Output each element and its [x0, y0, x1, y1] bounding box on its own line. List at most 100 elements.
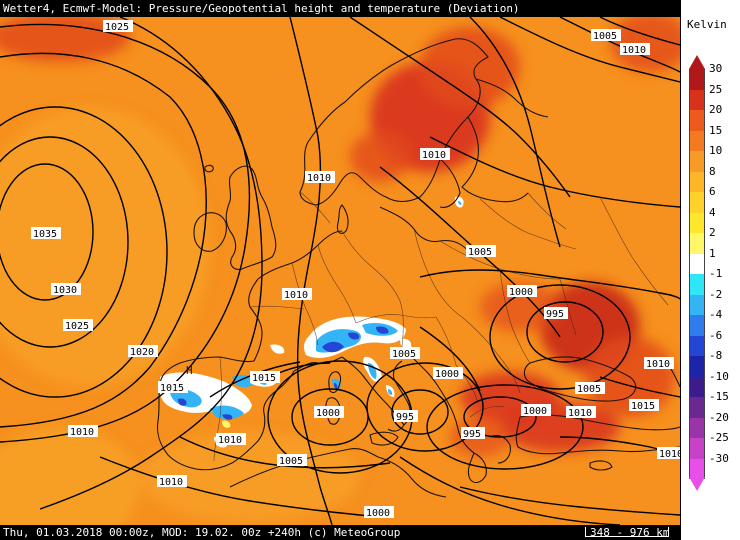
legend-label: -4 — [709, 308, 723, 321]
legend-swatch — [689, 192, 705, 213]
svg-text:1005: 1005 — [468, 247, 492, 258]
legend-swatch — [689, 397, 705, 418]
legend-label: 10 — [709, 144, 723, 157]
coastlines — [156, 38, 680, 498]
legend-swatch — [689, 315, 705, 336]
svg-text:1010: 1010 — [646, 359, 670, 370]
svg-text:1010: 1010 — [622, 45, 646, 56]
legend-unit-label: Kelvin — [687, 18, 727, 31]
isobar-label: 1015 — [250, 371, 280, 384]
isobar-label: 1010 — [68, 425, 98, 438]
svg-text:1025: 1025 — [65, 321, 89, 332]
legend-arrow-up-icon — [689, 55, 705, 69]
legend-swatch — [689, 294, 705, 315]
svg-text:1015: 1015 — [631, 401, 655, 412]
svg-text:1000: 1000 — [435, 369, 459, 380]
legend-swatch — [689, 356, 705, 377]
svg-text:995: 995 — [396, 412, 414, 423]
legend-label: 2 — [709, 226, 716, 239]
legend-swatch — [689, 417, 705, 438]
svg-text:1010: 1010 — [70, 427, 94, 438]
svg-text:1010: 1010 — [159, 477, 183, 488]
isobar-label: 1010 — [305, 171, 335, 184]
isobar-label: 1005 — [466, 245, 496, 258]
pressure-center-marker: H — [186, 364, 193, 377]
legend-swatch — [689, 212, 705, 233]
svg-text:1010: 1010 — [422, 150, 446, 161]
svg-text:995: 995 — [463, 429, 481, 440]
isobar-label: 1010 — [282, 288, 312, 301]
isobar-label: 1010 — [566, 406, 596, 419]
legend-swatch — [689, 438, 705, 459]
legend-label: -30 — [709, 451, 729, 465]
isobar-label: 1035 — [31, 227, 61, 240]
isobar-label: 995 — [394, 410, 418, 423]
svg-text:1005: 1005 — [279, 456, 303, 467]
isobar-label: 1010 — [644, 357, 674, 370]
svg-text:1000: 1000 — [523, 406, 547, 417]
legend-label: 20 — [709, 103, 723, 116]
legend-swatch — [689, 69, 705, 90]
legend-label: 4 — [709, 205, 716, 219]
svg-text:1005: 1005 — [392, 349, 416, 360]
run-info: Thu, 01.03.2018 00:00z, MOD: 19.02. 00z … — [3, 526, 401, 539]
footer-bar: Thu, 01.03.2018 00:00z, MOD: 19.02. 00z … — [0, 525, 680, 540]
isobar-label: 1010 — [216, 433, 246, 446]
svg-text:1025: 1025 — [105, 22, 129, 33]
isobar-label: 1015 — [158, 381, 188, 394]
color-legend: Kelvin 30 25 20 15 10 8 6 4 2 1 -1 -2 -4 -6 -8 -10 -15 -2… — [680, 0, 740, 540]
isobar-label: 1020 — [128, 345, 158, 358]
legend-label: -8 — [709, 349, 723, 362]
legend-label: -6 — [709, 328, 723, 342]
legend-swatch — [689, 376, 705, 397]
legend-label: -10 — [709, 369, 729, 383]
legend-label: 6 — [709, 185, 716, 198]
legend-label: 30 — [709, 62, 723, 75]
svg-text:1010: 1010 — [307, 173, 331, 184]
svg-text:1015: 1015 — [252, 373, 276, 384]
svg-text:1000: 1000 — [366, 508, 390, 519]
legend-labels: 30 25 20 15 10 8 6 4 2 1 -1 -2 -4 -6 -8 -10 -15 -20 -25 -30 — [709, 62, 740, 479]
isobar-label: 1010 — [157, 475, 187, 488]
isobar-label: 1025 — [103, 20, 133, 33]
isobar-label: 1005 — [390, 347, 420, 360]
svg-text:995: 995 — [546, 309, 564, 320]
legend-arrow-down-icon — [689, 477, 705, 491]
svg-text:1030: 1030 — [53, 285, 77, 296]
legend-label: -20 — [709, 410, 729, 424]
legend-label: -1 — [709, 267, 723, 280]
isobar-label: 1010 — [620, 43, 650, 56]
svg-text:1015: 1015 — [160, 383, 184, 394]
svg-text:1000: 1000 — [509, 287, 533, 298]
cold-anomaly-alps — [270, 196, 464, 397]
legend-swatch — [689, 171, 705, 192]
svg-text:1005: 1005 — [593, 31, 617, 42]
legend-label: 15 — [709, 123, 723, 137]
isobar-label: 1025 — [63, 319, 93, 332]
isobar-label: 1005 — [277, 454, 307, 467]
legend-label: -2 — [709, 287, 723, 301]
temperature-anomaly-areas — [0, 17, 680, 525]
isobar-label: 1015 — [629, 399, 659, 412]
legend-label: -25 — [709, 431, 729, 444]
svg-text:1010: 1010 — [284, 290, 308, 301]
weather-map-canvas: 1025 1005 1010 1010 1010 1035 1030 1025 … — [0, 17, 680, 525]
legend-label: 1 — [709, 246, 716, 260]
isobar-label: 1000 — [521, 404, 551, 417]
svg-text:1020: 1020 — [130, 347, 154, 358]
svg-text:1035: 1035 — [33, 229, 57, 240]
isobar-label: 1005 — [591, 29, 621, 42]
isobar-label: 1000 — [314, 406, 344, 419]
isobar-label: 1000 — [507, 285, 537, 298]
legend-swatch — [689, 335, 705, 356]
svg-text:1005: 1005 — [577, 384, 601, 395]
scale-bar — [585, 527, 669, 537]
isobar-label: 1030 — [51, 283, 81, 296]
legend-label: 25 — [709, 82, 723, 96]
isobar-label: 1005 — [575, 382, 605, 395]
legend-swatch — [689, 130, 705, 151]
weather-map[interactable]: 1025 1005 1010 1010 1010 1035 1030 1025 … — [0, 17, 680, 525]
legend-swatch — [689, 89, 705, 110]
isobar-label: 1000 — [433, 367, 463, 380]
isobar-label: 1000 — [364, 506, 394, 519]
